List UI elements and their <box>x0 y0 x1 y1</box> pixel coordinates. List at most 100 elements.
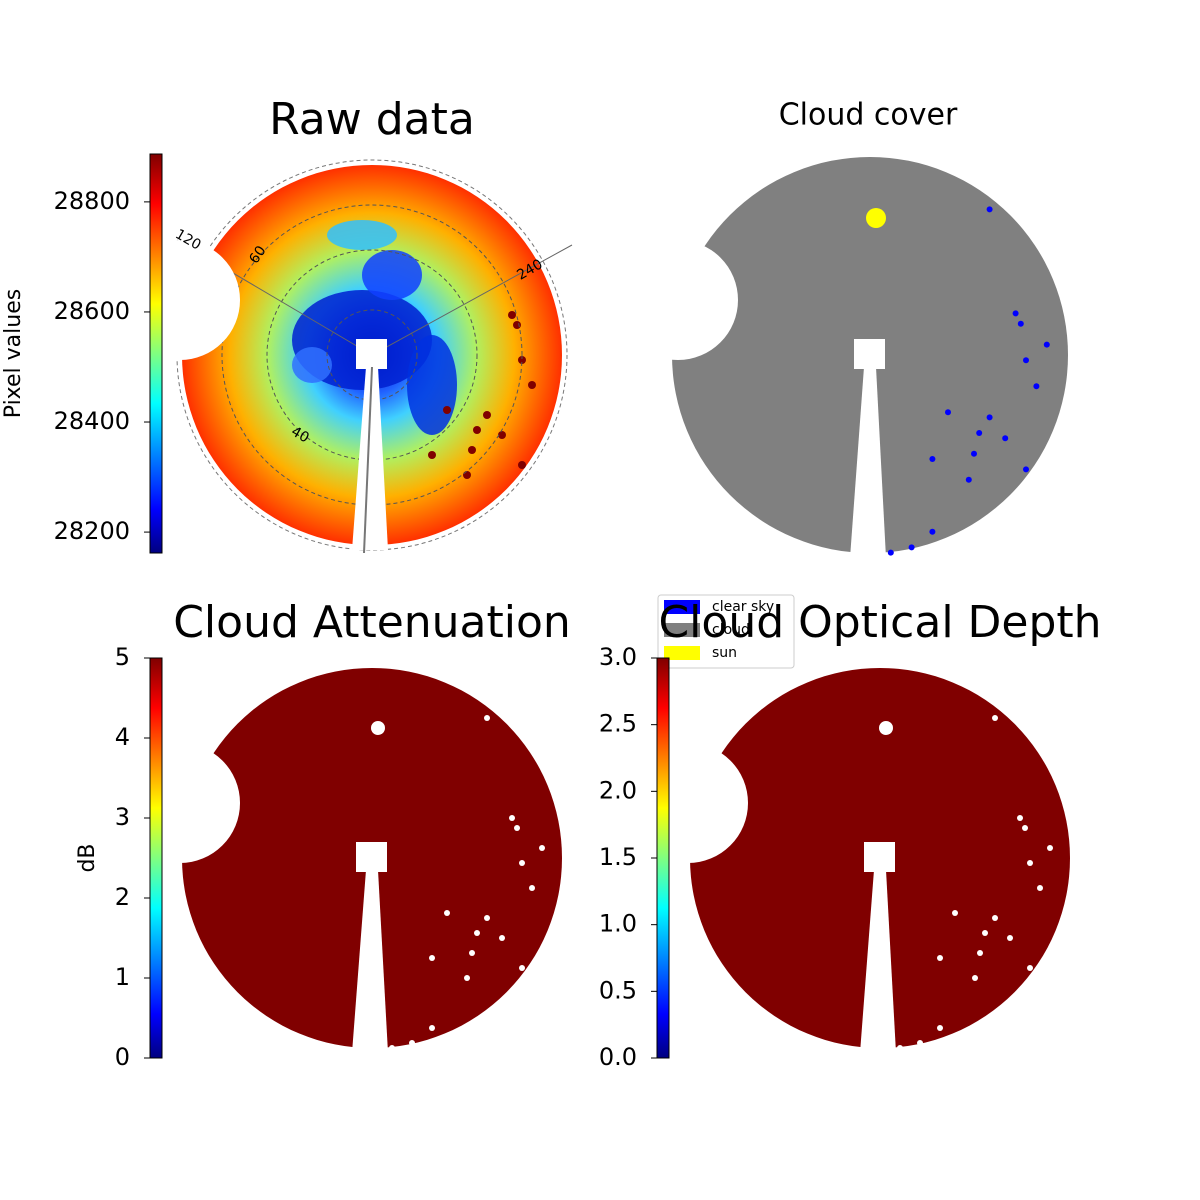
mast-mask <box>356 339 387 369</box>
speck <box>428 451 436 459</box>
legend-swatch <box>664 600 700 614</box>
clear-sky-patch <box>986 414 993 421</box>
clear-sky-patch <box>965 476 972 483</box>
clear-speck <box>1027 965 1033 971</box>
clear-speck <box>429 955 435 961</box>
colorbar-tick-label: 1 <box>115 963 130 991</box>
speck <box>498 431 506 439</box>
colorbar-tick-label: 2.5 <box>599 710 637 738</box>
polar-label: 40 <box>288 424 311 447</box>
colorbar-tick-label: 3.0 <box>599 643 637 671</box>
horizon-mask <box>628 743 748 863</box>
clear-speck <box>1017 815 1023 821</box>
cloud-blob <box>362 250 422 300</box>
clear-sky-patch <box>945 409 951 416</box>
clear-speck <box>1047 845 1053 851</box>
sun-mask <box>371 721 385 735</box>
mast-mask <box>352 367 388 550</box>
clear-speck <box>474 930 480 936</box>
clear-speck <box>1022 825 1028 831</box>
clear-speck <box>972 975 978 981</box>
clear-sky-patch <box>929 456 936 462</box>
speck <box>483 411 491 419</box>
clear-speck <box>484 715 490 721</box>
legend-swatch <box>664 646 700 660</box>
clear-speck <box>429 1025 435 1031</box>
clear-sky-patch <box>1043 341 1050 348</box>
mast-mask <box>864 842 895 872</box>
clear-speck <box>464 975 470 981</box>
mast-mask <box>860 870 896 1053</box>
colorbar-label: dB <box>75 843 100 872</box>
clear-speck <box>917 1040 923 1046</box>
clear-sky-patch <box>1012 310 1019 317</box>
colorbar-tick-label: 0 <box>115 1043 130 1071</box>
legend-label: sun <box>712 645 737 661</box>
colorbar-tick-label: 1.0 <box>599 910 637 938</box>
cloud-blob <box>327 220 397 250</box>
clear-speck <box>977 950 983 956</box>
speck <box>463 471 471 479</box>
colorbar-tick-label: 2.0 <box>599 776 637 804</box>
colorbar-label: Pixel values <box>1 289 26 418</box>
colorbar-tick-label: 28800 <box>54 187 130 215</box>
clear-speck <box>389 1045 395 1051</box>
clear-sky-patch <box>986 206 993 213</box>
clear-sky-patch <box>1002 435 1009 442</box>
colorbar-tick-label: 1.5 <box>599 843 637 871</box>
clear-speck <box>409 1040 415 1046</box>
clear-sky-patch <box>1023 357 1029 364</box>
colorbar-tick-label: 0.5 <box>599 976 637 1004</box>
sky-image <box>120 159 573 554</box>
clear-speck <box>519 860 525 866</box>
clear-sky-patch <box>1017 320 1024 327</box>
clear-speck <box>469 950 475 956</box>
speck <box>468 446 476 454</box>
clear-speck <box>982 930 988 936</box>
clear-speck <box>937 955 943 961</box>
colorbar-tick-label: 5 <box>115 643 130 671</box>
polar-ring <box>221 204 523 506</box>
clear-sky-patch <box>908 544 915 551</box>
clear-speck <box>529 885 535 891</box>
horizon-mask <box>120 240 240 360</box>
colorbar-tick-label: 28400 <box>54 407 130 435</box>
clear-sky-patch <box>976 430 983 436</box>
clear-sky-patch <box>1023 466 1029 473</box>
colorbar <box>656 657 670 1059</box>
cloud-blob <box>407 335 457 435</box>
clear-speck <box>992 915 998 921</box>
speck <box>473 426 481 434</box>
colorbar-tick-label: 0.0 <box>599 1043 637 1071</box>
clear-sky-patch <box>929 528 936 535</box>
mast-line <box>363 366 373 554</box>
colorbar-tick-label: 28600 <box>54 297 130 325</box>
clear-speck <box>1007 935 1013 941</box>
mast-mask <box>352 870 388 1053</box>
legend-label: cloud <box>712 622 750 638</box>
polar-spoke <box>371 244 573 356</box>
clear-speck <box>937 1025 943 1031</box>
clear-speck <box>952 910 958 916</box>
chart-title: Cloud Attenuation <box>173 597 571 648</box>
sky-image <box>618 157 1068 558</box>
chart-title: Cloud cover <box>779 98 958 133</box>
horizon-mask <box>618 240 738 360</box>
speck <box>443 406 451 414</box>
clear-sky-patch <box>887 549 894 556</box>
speck <box>528 381 536 389</box>
colorbar-tick-label: 3 <box>115 803 130 831</box>
sun <box>866 208 886 228</box>
sun-mask <box>879 721 893 735</box>
speck <box>513 321 521 329</box>
mast-mask <box>356 842 387 872</box>
clear-speck <box>539 845 545 851</box>
legend-label: clear sky <box>712 599 774 615</box>
speck <box>518 356 526 364</box>
colorbar <box>149 153 163 554</box>
mast-mask <box>850 367 886 558</box>
clear-speck <box>499 935 505 941</box>
clear-sky-patch <box>1033 383 1040 390</box>
mast-mask <box>854 339 885 369</box>
